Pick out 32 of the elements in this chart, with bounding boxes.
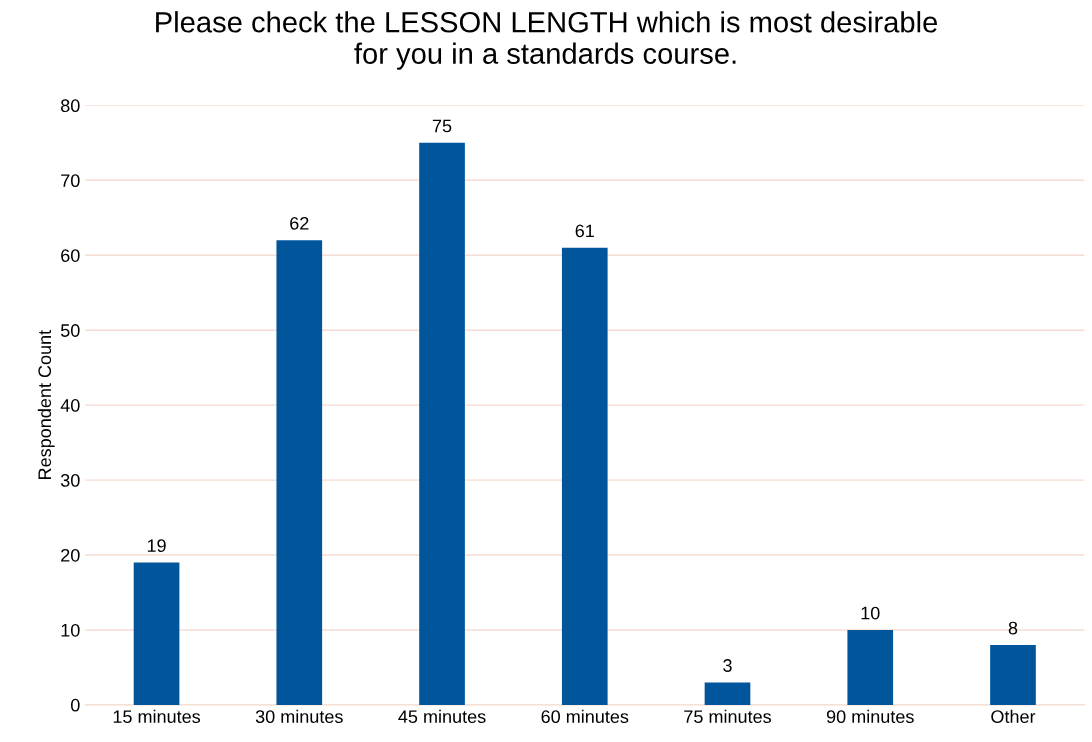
y-tick-label: 40 bbox=[60, 399, 80, 412]
x-tick-label: 75 minutes bbox=[684, 709, 772, 724]
bar bbox=[276, 240, 323, 705]
bar bbox=[847, 629, 894, 705]
y-tick-label: 30 bbox=[60, 474, 80, 487]
y-axis-title: Respondent Count bbox=[37, 329, 55, 479]
data-label: 19 bbox=[147, 539, 166, 552]
x-tick-label: 30 minutes bbox=[255, 709, 343, 724]
y-tick-label: 80 bbox=[61, 99, 80, 113]
bar bbox=[990, 644, 1036, 705]
y-tick-label: 60 bbox=[61, 249, 80, 262]
x-tick-label: 15 minutes bbox=[113, 709, 201, 724]
chart-title: Please check the LESSON LENGTH which is most desirable for you in a standards course. bbox=[156, 11, 938, 70]
x-tick-label: 60 minutes bbox=[541, 709, 629, 724]
y-tick-label: 10 bbox=[61, 623, 80, 637]
data-label: 62 bbox=[290, 216, 309, 230]
data-label: 10 bbox=[861, 606, 880, 620]
bar bbox=[561, 247, 608, 705]
y-tick-label: 20 bbox=[61, 548, 80, 562]
bar bbox=[419, 142, 465, 705]
x-tick-label: 45 minutes bbox=[398, 709, 486, 724]
data-label: 8 bbox=[1008, 621, 1018, 635]
x-tick-label: 90 minutes bbox=[826, 709, 914, 724]
data-label: 75 bbox=[432, 119, 452, 133]
x-tick-label: Other bbox=[991, 709, 1036, 724]
data-label: 61 bbox=[575, 224, 594, 238]
bar bbox=[133, 562, 180, 705]
y-tick-label: 50 bbox=[60, 324, 80, 337]
bar bbox=[704, 682, 751, 705]
data-label: 3 bbox=[723, 659, 732, 672]
y-tick-label: 0 bbox=[70, 698, 80, 712]
y-tick-label: 70 bbox=[61, 174, 80, 188]
